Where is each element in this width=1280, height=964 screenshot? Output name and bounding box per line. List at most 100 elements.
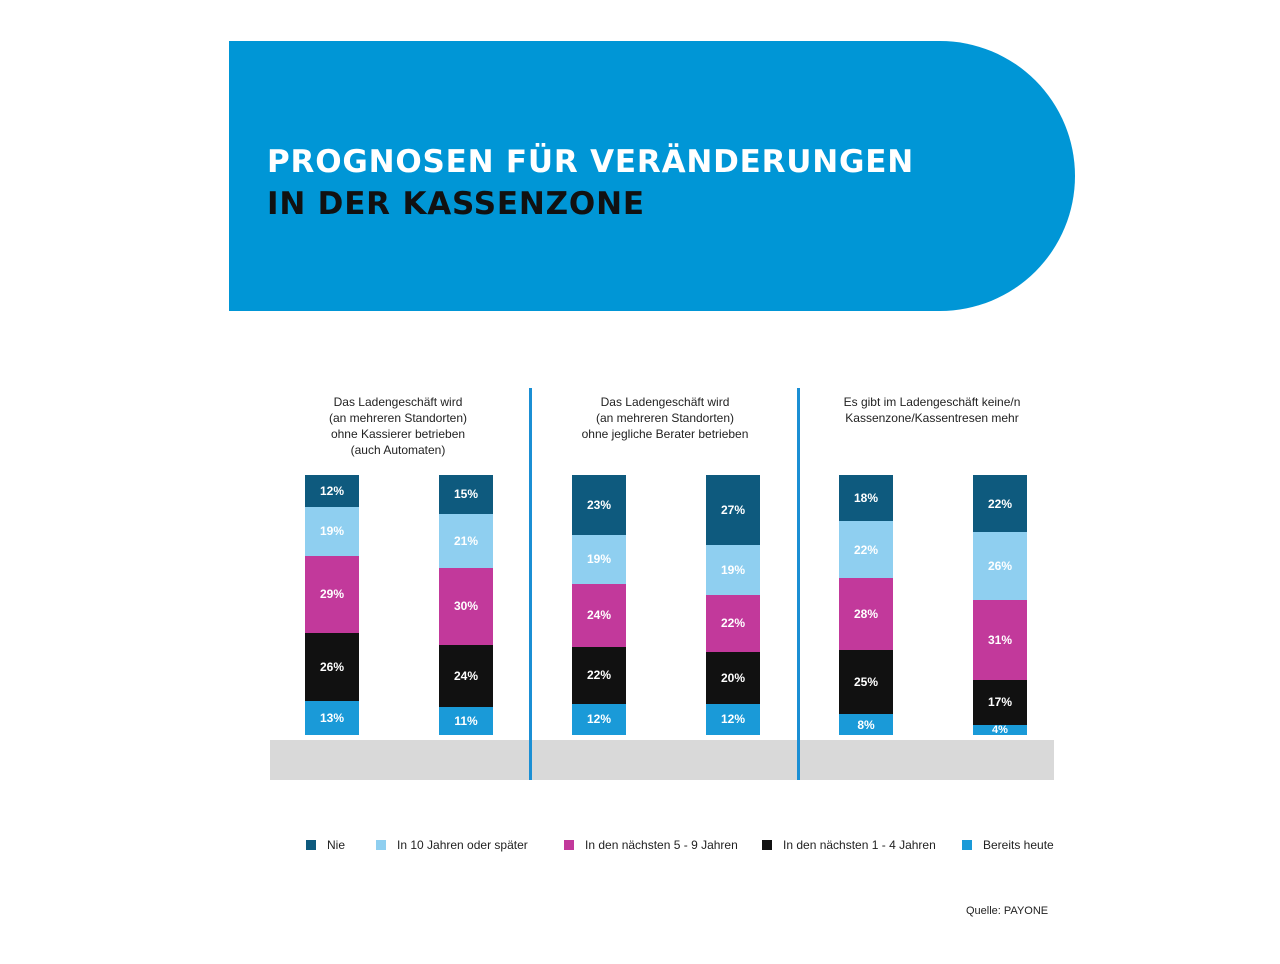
segment-label: 19% (319, 524, 345, 539)
bar-segment: 26% (305, 632, 359, 701)
bar-segment: 12% (572, 703, 626, 735)
segment-label: 12% (319, 483, 345, 498)
flag-strip (270, 740, 1054, 780)
segment-label: 24% (586, 608, 612, 623)
segment-label: 4% (992, 723, 1008, 736)
bar-at-group-2: 27% 19% 22% 20% 12% (706, 475, 760, 735)
group-title-line: (an mehreren Standorten) (328, 411, 468, 425)
bar-segment: 24% (572, 584, 626, 647)
bar-segment: 26% (973, 532, 1027, 600)
bar-segment: 23% (572, 475, 626, 535)
bar-segment: 28% (839, 577, 893, 651)
bar-segment: 22% (973, 475, 1027, 533)
segment-label: 21% (453, 533, 479, 548)
segment-label: 18% (853, 491, 879, 506)
bar-segment: 31% (973, 599, 1027, 681)
group-title-line: (an mehreren Standorten) (595, 411, 735, 425)
segment-label: 23% (586, 497, 612, 512)
bar-segment: 4% (973, 723, 1027, 736)
bar-segment: 19% (305, 506, 359, 557)
bar-de-group-2: 23% 19% 24% 22% 12% (572, 475, 626, 735)
legend-swatch (762, 840, 772, 850)
segment-label: 22% (853, 542, 879, 557)
bar-segment: 13% (305, 700, 359, 735)
legend-item: In den nächsten 5 - 9 Jahren (564, 838, 738, 852)
segment-label: 13% (319, 710, 345, 725)
legend-label: Bereits heute (983, 838, 1054, 852)
legend-label: In den nächsten 1 - 4 Jahren (783, 838, 936, 852)
segment-label: 12% (720, 712, 746, 727)
segment-label: 17% (987, 695, 1013, 710)
segment-label: 22% (987, 496, 1013, 511)
bar-segment: 18% (839, 475, 893, 522)
segment-label: 8% (857, 717, 875, 732)
legend-item: In 10 Jahren oder später (376, 838, 528, 852)
title-banner (229, 41, 1075, 311)
bar-de-group-1: 12% 19% 29% 26% 13% (305, 475, 359, 735)
bar-at-group-1: 15% 21% 30% 24% 11% (439, 475, 493, 735)
group-title-line: Das Ladengeschäft wird (600, 395, 730, 409)
title-line-2: IN DER KASSENZONE (267, 186, 645, 222)
bar-segment: 30% (439, 567, 493, 645)
group-title-1: Das Ladengeschäft wird (an mehreren Stand… (273, 394, 523, 458)
bar-segment: 29% (305, 556, 359, 633)
bar-segment: 15% (439, 475, 493, 514)
group-divider-1 (529, 388, 532, 780)
legend-item: Bereits heute (962, 838, 1054, 852)
legend-label: In den nächsten 5 - 9 Jahren (585, 838, 738, 852)
bar-segment: 17% (973, 680, 1027, 725)
group-title-line: (auch Automaten) (350, 443, 446, 457)
bar-segment: 25% (839, 650, 893, 715)
segment-label: 12% (586, 712, 612, 727)
group-title-line: ohne Kassierer betrieben (330, 427, 466, 441)
segment-label: 27% (720, 503, 746, 518)
legend-item: In den nächsten 1 - 4 Jahren (762, 838, 936, 852)
bar-de-group-3: 18% 22% 28% 25% 8% (839, 475, 893, 735)
segment-label: 24% (453, 668, 479, 683)
bar-segment: 11% (439, 706, 493, 735)
legend-swatch (306, 840, 316, 850)
bar-segment: 20% (706, 651, 760, 704)
legend-label: In 10 Jahren oder später (397, 838, 528, 852)
group-title-line: ohne jegliche Berater betrieben (581, 427, 749, 441)
bar-segment: 19% (706, 545, 760, 595)
group-divider-2 (797, 388, 800, 780)
bar-segment: 8% (839, 714, 893, 735)
bar-segment: 12% (305, 475, 359, 507)
segment-label: 30% (453, 599, 479, 614)
legend-label: Nie (327, 838, 346, 852)
segment-label: 11% (454, 713, 478, 728)
segment-label: 26% (987, 558, 1013, 573)
bar-segment: 24% (439, 644, 493, 707)
group-title-line: Das Ladengeschäft wird (333, 395, 463, 409)
bar-segment: 27% (706, 475, 760, 546)
bar-segment: 19% (572, 534, 626, 585)
segment-label: 20% (720, 670, 746, 685)
segment-label: 22% (720, 616, 746, 631)
group-title-2: Das Ladengeschäft wird (an mehreren Stand… (540, 394, 790, 442)
group-title-line: Es gibt im Ladengeschäft keine/n (843, 395, 1021, 409)
bar-segment: 22% (572, 646, 626, 704)
legend-swatch (962, 840, 972, 850)
segment-label: 22% (586, 668, 612, 683)
segment-label: 31% (987, 633, 1013, 648)
group-title-line: Kassenzone/Kassentresen mehr (845, 411, 1019, 425)
group-title-3: Es gibt im Ladengeschäft keine/n Kassenzo… (807, 394, 1057, 426)
bar-segment: 21% (439, 513, 493, 568)
segment-label: 25% (853, 675, 879, 690)
segment-label: 26% (319, 659, 345, 674)
segment-label: 29% (319, 587, 345, 602)
legend-swatch (376, 840, 386, 850)
title-line-1: PROGNOSEN FÜR VERÄNDERUNGEN (267, 144, 914, 180)
source-note: Quelle: PAYONE (966, 905, 1049, 917)
legend-item: Nie (306, 838, 345, 852)
bar-segment: 22% (706, 594, 760, 652)
segment-label: 19% (720, 562, 746, 577)
segment-label: 28% (853, 606, 879, 621)
bar-segment: 12% (706, 703, 760, 735)
segment-label: 19% (586, 552, 612, 567)
bar-segment: 22% (839, 521, 893, 578)
bar-at-group-3: 22% 26% 31% 17% 4% (973, 475, 1027, 735)
segment-label: 15% (453, 487, 479, 502)
legend-swatch (564, 840, 574, 850)
